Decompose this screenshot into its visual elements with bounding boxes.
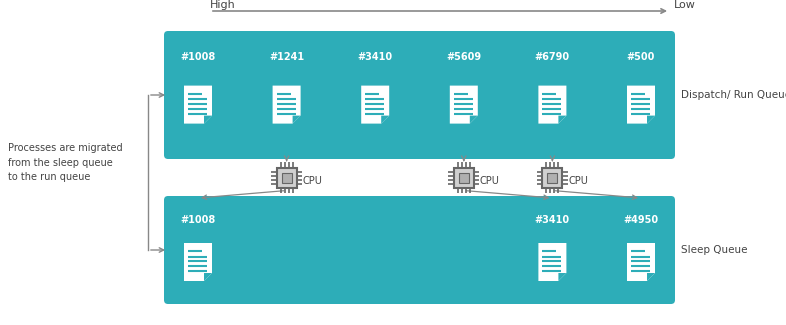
Text: CPU: CPU: [303, 176, 322, 187]
FancyBboxPatch shape: [164, 31, 675, 159]
Text: CPU: CPU: [479, 176, 500, 187]
FancyBboxPatch shape: [459, 173, 468, 183]
Polygon shape: [647, 116, 655, 124]
Polygon shape: [538, 243, 567, 281]
Text: Low: Low: [674, 0, 696, 10]
FancyBboxPatch shape: [164, 196, 675, 304]
Polygon shape: [538, 85, 567, 124]
FancyBboxPatch shape: [281, 173, 292, 183]
Polygon shape: [184, 85, 212, 124]
FancyBboxPatch shape: [277, 167, 296, 188]
FancyBboxPatch shape: [547, 173, 557, 183]
Text: #6790: #6790: [534, 52, 570, 62]
Text: High: High: [210, 0, 236, 10]
Text: #3410: #3410: [358, 52, 393, 62]
Polygon shape: [184, 243, 212, 281]
Polygon shape: [204, 273, 212, 281]
Text: Sleep Queue: Sleep Queue: [681, 245, 747, 255]
Polygon shape: [470, 116, 478, 124]
FancyBboxPatch shape: [454, 167, 474, 188]
Polygon shape: [273, 85, 300, 124]
Polygon shape: [627, 85, 655, 124]
FancyBboxPatch shape: [542, 167, 563, 188]
Text: #500: #500: [626, 52, 656, 62]
Polygon shape: [204, 116, 212, 124]
Text: Dispatch/ Run Queue: Dispatch/ Run Queue: [681, 90, 786, 100]
Text: #5609: #5609: [446, 52, 481, 62]
Text: #4950: #4950: [623, 215, 659, 225]
Polygon shape: [292, 116, 300, 124]
Text: #1008: #1008: [180, 215, 215, 225]
Text: Processes are migrated
from the sleep queue
to the run queue: Processes are migrated from the sleep qu…: [8, 143, 123, 182]
Polygon shape: [558, 116, 567, 124]
Polygon shape: [450, 85, 478, 124]
Text: #1241: #1241: [269, 52, 304, 62]
Polygon shape: [362, 85, 389, 124]
Text: CPU: CPU: [568, 176, 588, 187]
Text: #3410: #3410: [534, 215, 570, 225]
Polygon shape: [558, 273, 567, 281]
Text: #1008: #1008: [180, 52, 215, 62]
Polygon shape: [627, 243, 655, 281]
Polygon shape: [647, 273, 655, 281]
Polygon shape: [381, 116, 389, 124]
